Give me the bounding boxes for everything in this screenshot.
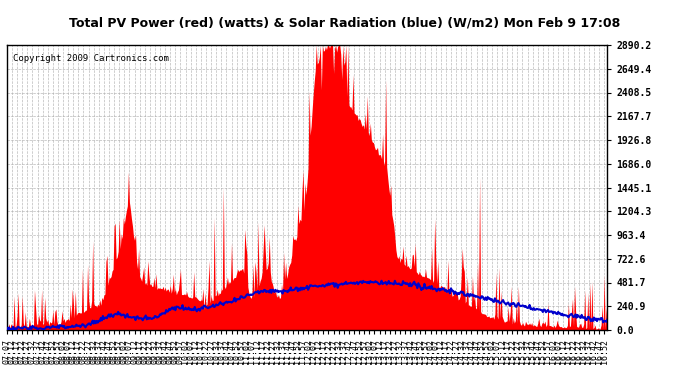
Text: Total PV Power (red) (watts) & Solar Radiation (blue) (W/m2) Mon Feb 9 17:08: Total PV Power (red) (watts) & Solar Rad… <box>70 16 620 29</box>
Text: Copyright 2009 Cartronics.com: Copyright 2009 Cartronics.com <box>13 54 169 63</box>
